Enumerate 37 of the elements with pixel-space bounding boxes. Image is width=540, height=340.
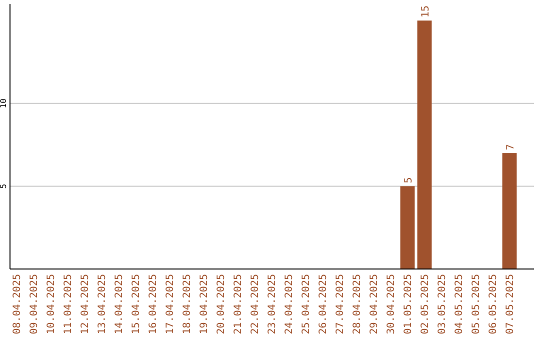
x-tick-label: 13.04.2025 [97, 274, 108, 334]
bar [417, 20, 432, 269]
x-tick-label: 12.04.2025 [80, 274, 91, 334]
x-tick-label: 19.04.2025 [199, 274, 210, 334]
x-tick-label: 22.04.2025 [250, 274, 261, 334]
x-tick-label: 29.04.2025 [369, 274, 380, 334]
x-tick-label: 21.04.2025 [233, 274, 244, 334]
x-tick-label: 02.05.2025 [420, 274, 431, 334]
x-tick-label: 07.05.2025 [505, 274, 516, 334]
x-tick-label: 10.04.2025 [46, 274, 57, 334]
x-tick-label: 14.04.2025 [114, 274, 125, 334]
x-tick-label: 03.05.2025 [437, 274, 448, 334]
x-tick-label: 16.04.2025 [148, 274, 159, 334]
x-tick-label: 08.04.2025 [12, 274, 23, 334]
x-tick-label: 25.04.2025 [301, 274, 312, 334]
x-tick-label: 05.05.2025 [471, 274, 482, 334]
x-tick-label: 24.04.2025 [284, 274, 295, 334]
y-tick-label: 10 [0, 98, 8, 108]
x-tick-label: 01.05.2025 [403, 274, 414, 334]
x-tick-label: 18.04.2025 [182, 274, 193, 334]
x-tick-label: 20.04.2025 [216, 274, 227, 334]
x-tick-label: 26.04.2025 [318, 274, 329, 334]
x-tick-label: 27.04.2025 [335, 274, 346, 334]
data-label: 7 [506, 144, 516, 150]
x-tick-label: 28.04.2025 [352, 274, 363, 334]
x-tick-label: 15.04.2025 [131, 274, 142, 334]
x-tick-label: 09.04.2025 [29, 274, 40, 334]
x-tick-label: 06.05.2025 [488, 274, 499, 334]
bar [502, 153, 517, 269]
x-tick-label: 23.04.2025 [267, 274, 278, 334]
x-tick-label: 17.04.2025 [165, 274, 176, 334]
x-tick-label: 04.05.2025 [454, 274, 465, 334]
x-tick-label: 30.04.2025 [386, 274, 397, 334]
data-label: 5 [404, 177, 414, 184]
bar [400, 186, 415, 269]
x-tick-label: 11.04.2025 [63, 274, 74, 334]
data-label: 15 [420, 6, 432, 18]
